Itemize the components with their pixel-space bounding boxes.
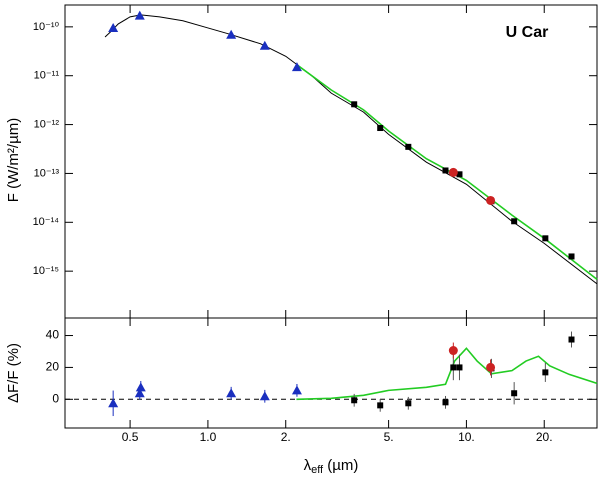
triangle-marker — [291, 385, 302, 395]
y-tick-label: 10⁻¹⁵ — [33, 265, 59, 277]
y-tick-label: 10⁻¹⁴ — [33, 216, 60, 228]
x-tick-label: 0.5 — [122, 430, 139, 444]
y-tick-label: 10⁻¹⁰ — [33, 21, 60, 33]
model-curve — [295, 63, 598, 280]
square-marker — [442, 399, 449, 406]
y-axis-label: ΔF/F (%) — [5, 343, 22, 403]
circle-marker — [448, 346, 458, 356]
circle-marker — [448, 167, 458, 177]
square-marker — [568, 253, 575, 260]
square-marker — [568, 336, 575, 343]
triangle-marker — [226, 29, 237, 39]
plot-frame — [64, 317, 598, 429]
square-marker — [377, 125, 384, 132]
x-tick-label: 2. — [281, 430, 291, 444]
y-axis-label: F (W/m²/µm) — [5, 118, 22, 202]
x-tick-label: 5. — [384, 430, 394, 444]
model-curve — [104, 14, 598, 285]
x-tick-label: 10. — [458, 430, 475, 444]
square-marker — [511, 218, 518, 225]
triangle-marker — [259, 391, 270, 401]
y-tick-label: 10⁻¹³ — [34, 167, 60, 179]
model-curve — [296, 347, 598, 401]
y-tick-label: 40 — [46, 328, 60, 342]
circle-marker — [486, 362, 496, 372]
triangle-marker — [134, 10, 145, 20]
y-tick-label: 10⁻¹² — [34, 118, 60, 130]
square-marker — [377, 402, 384, 409]
x-label-subscript: eff — [311, 464, 324, 476]
square-marker — [456, 171, 463, 178]
y-tick-label: 10⁻¹¹ — [34, 70, 60, 82]
triangle-marker — [108, 398, 119, 408]
square-marker — [511, 390, 518, 397]
annotation: U Car — [506, 24, 549, 41]
square-marker — [450, 364, 457, 371]
y-tick-label: 0 — [52, 391, 59, 405]
square-marker — [442, 167, 449, 174]
triangle-marker — [134, 388, 145, 398]
x-tick-label: 1.0 — [200, 430, 217, 444]
square-marker — [405, 143, 412, 150]
x-tick-label: 20. — [536, 430, 553, 444]
triangle-marker — [226, 388, 237, 398]
x-axis-label: λeff (µm) — [304, 457, 359, 476]
plot-frame — [64, 4, 598, 319]
triangle-marker — [259, 40, 270, 50]
square-marker — [456, 364, 463, 371]
x-label-symbol: λ — [304, 457, 312, 474]
triangle-marker — [135, 382, 146, 392]
y-tick-label: 20 — [46, 360, 60, 374]
square-marker — [351, 101, 358, 108]
square-marker — [542, 369, 549, 376]
square-marker — [405, 400, 412, 407]
circle-marker — [486, 195, 496, 205]
square-marker — [542, 235, 549, 242]
triangle-marker — [108, 22, 119, 32]
x-label-unit: (µm) — [323, 457, 358, 474]
square-marker — [351, 397, 358, 404]
triangle-marker — [291, 62, 302, 72]
